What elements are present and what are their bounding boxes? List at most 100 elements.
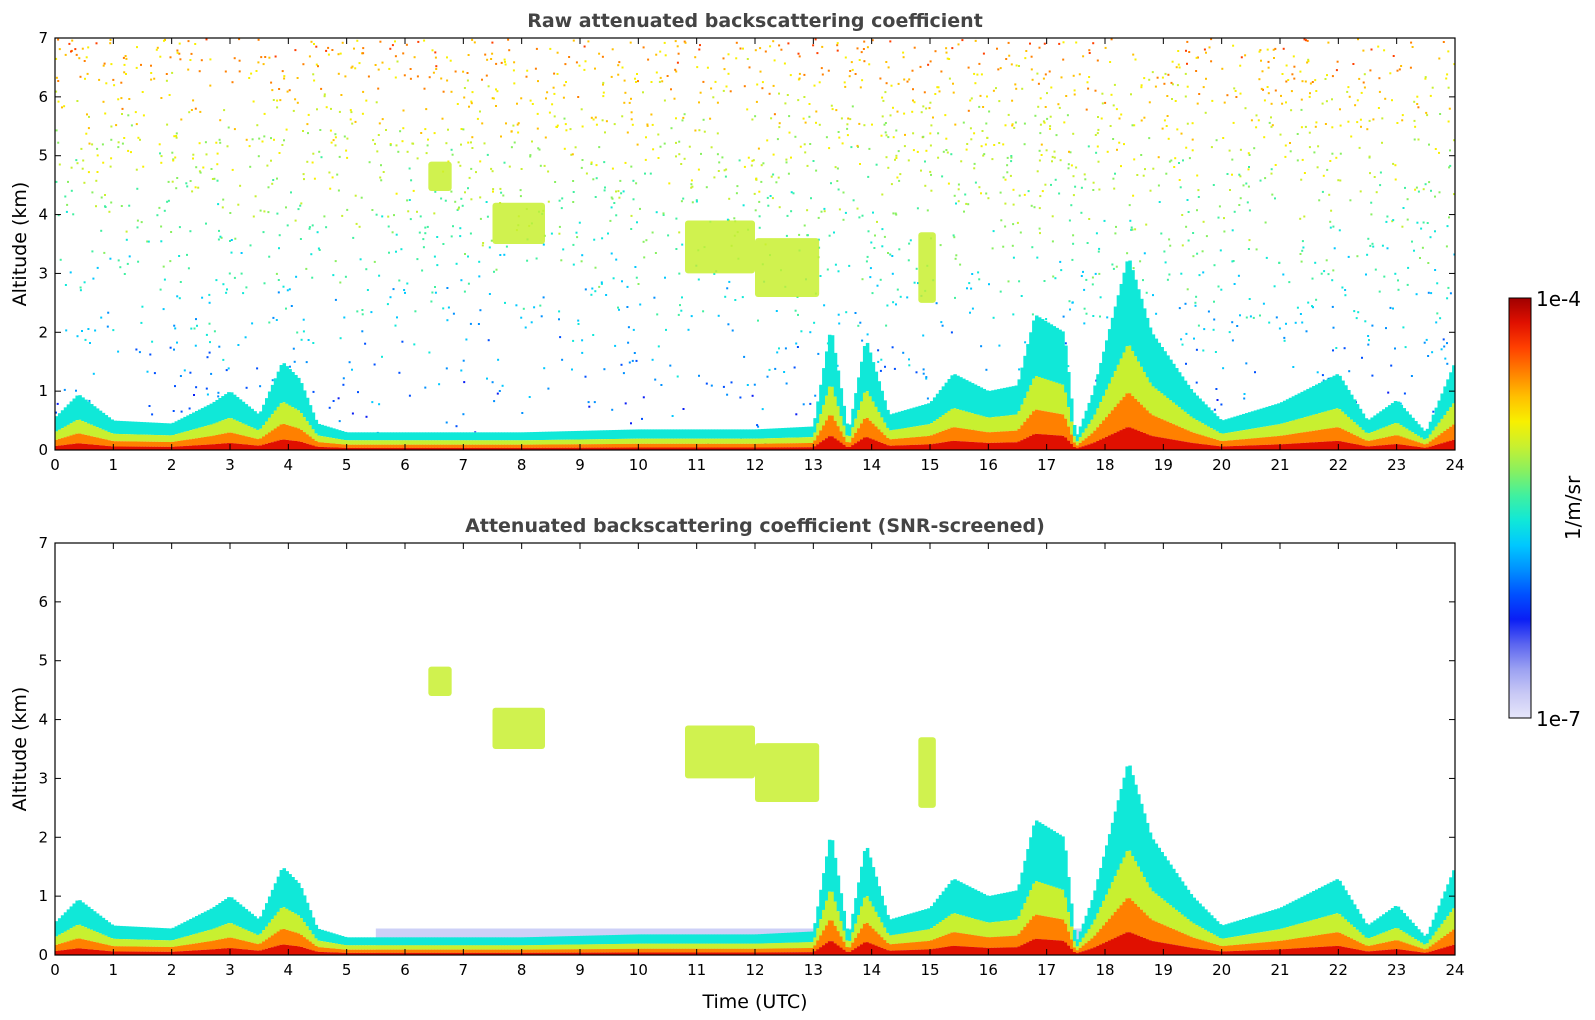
noise-pixel	[1308, 95, 1311, 98]
noise-pixel	[447, 160, 450, 163]
noise-pixel	[272, 99, 275, 101]
boundary-layer-cell	[317, 423, 322, 436]
noise-pixel	[338, 110, 341, 113]
boundary-layer-cell	[1396, 444, 1401, 450]
noise-pixel	[355, 222, 358, 225]
noise-pixel	[449, 59, 452, 62]
noise-pixel	[1360, 91, 1363, 94]
boundary-layer-cell	[122, 441, 126, 447]
boundary-layer-cell	[1265, 444, 1269, 450]
boundary-layer-cell	[822, 440, 826, 450]
boundary-layer-cell	[1169, 439, 1173, 450]
noise-pixel	[288, 89, 291, 92]
boundary-layer-cell	[148, 422, 152, 435]
boundary-layer-cell	[206, 444, 211, 450]
noise-pixel	[189, 59, 192, 61]
noise-pixel	[778, 44, 781, 47]
noise-pixel	[423, 39, 426, 42]
noise-pixel	[470, 141, 472, 144]
boundary-layer-cell	[632, 438, 637, 444]
noise-pixel	[1097, 160, 1100, 163]
boundary-layer-cell	[177, 419, 182, 434]
noise-pixel	[1239, 92, 1242, 95]
noise-pixel	[1446, 362, 1449, 365]
boundary-layer-cell	[200, 408, 205, 427]
noise-pixel	[574, 146, 577, 149]
noise-pixel	[1038, 207, 1041, 210]
boundary-layer-cell	[145, 939, 149, 947]
boundary-layer-cell	[661, 429, 666, 439]
boundary-layer-cell	[203, 426, 208, 437]
boundary-layer-cell	[705, 429, 709, 439]
boundary-layer-cell	[792, 437, 797, 444]
noise-pixel	[311, 224, 314, 227]
boundary-layer-cell	[157, 446, 161, 450]
boundary-layer-cell	[428, 444, 432, 448]
boundary-layer-cell	[1011, 430, 1016, 443]
boundary-layer-cell	[244, 909, 249, 930]
noise-pixel	[1419, 257, 1421, 259]
noise-pixel	[323, 215, 326, 218]
noise-pixel	[885, 61, 888, 63]
boundary-layer-cell	[1239, 445, 1243, 450]
noise-pixel	[1070, 204, 1073, 207]
noise-pixel	[1372, 245, 1375, 248]
boundary-layer-cell	[253, 445, 257, 450]
boundary-layer-cell	[737, 443, 742, 448]
boundary-layer-cell	[177, 951, 182, 955]
noise-pixel	[621, 66, 624, 69]
noise-pixel	[939, 244, 942, 247]
boundary-layer-cell	[994, 416, 998, 432]
noise-pixel	[479, 110, 481, 113]
boundary-layer-cell	[463, 440, 467, 445]
noise-pixel	[460, 369, 463, 372]
boundary-layer-cell	[218, 443, 222, 450]
boundary-layer-cell	[1350, 419, 1354, 434]
noise-pixel	[823, 207, 826, 210]
boundary-layer-cell	[524, 432, 529, 441]
noise-pixel	[902, 51, 905, 54]
noise-pixel	[644, 172, 646, 175]
boundary-layer-cell	[1247, 429, 1252, 439]
boundary-layer-cell	[1154, 416, 1159, 437]
boundary-layer-cell	[734, 438, 739, 444]
noise-pixel	[501, 384, 504, 387]
boundary-layer-cell	[381, 444, 386, 448]
noise-pixel	[778, 347, 780, 350]
noise-pixel	[308, 55, 311, 58]
boundary-layer-cell	[816, 423, 820, 436]
noise-pixel	[462, 70, 465, 73]
boundary-layer-cell	[282, 439, 287, 450]
noise-pixel	[826, 268, 829, 271]
boundary-layer-cell	[116, 446, 120, 450]
x-tick-label: 17	[1037, 456, 1056, 474]
boundary-layer-cell	[451, 440, 456, 445]
noise-pixel	[818, 123, 821, 126]
noise-pixel	[503, 58, 506, 61]
noise-pixel	[581, 351, 584, 354]
noise-pixel	[678, 272, 681, 275]
boundary-layer-cell	[174, 421, 179, 435]
noise-pixel	[820, 210, 823, 213]
noise-pixel	[1212, 184, 1215, 186]
noise-pixel	[544, 136, 547, 139]
noise-pixel	[598, 285, 601, 288]
boundary-layer-cell	[810, 447, 814, 450]
boundary-layer-cell	[1212, 429, 1217, 439]
boundary-layer-cell	[507, 432, 511, 441]
noise-pixel	[664, 54, 667, 57]
noise-pixel	[1100, 117, 1103, 120]
boundary-layer-cell	[197, 914, 202, 933]
noise-pixel	[954, 257, 957, 260]
boundary-layer-cell	[542, 439, 546, 445]
boundary-layer-cell	[367, 444, 371, 448]
boundary-layer-cell	[883, 422, 887, 436]
noise-pixel	[1063, 121, 1066, 124]
boundary-layer-cell	[273, 933, 278, 947]
noise-pixel	[252, 215, 255, 218]
noise-pixel	[1004, 178, 1007, 181]
boundary-layer-cell	[1309, 442, 1313, 450]
noise-pixel	[1453, 139, 1455, 142]
noise-pixel	[289, 365, 291, 368]
boundary-layer-cell	[130, 434, 135, 442]
